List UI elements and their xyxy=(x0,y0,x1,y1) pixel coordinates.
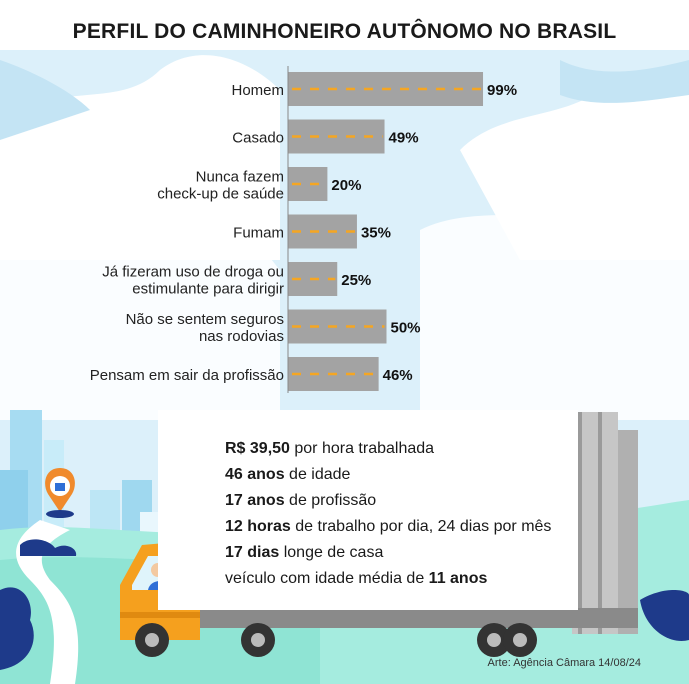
info-highlight: 11 anos xyxy=(428,570,488,587)
value-label: 35% xyxy=(361,225,391,242)
category-label: Pensam em sair da profissão xyxy=(90,367,284,384)
info-highlight: R$ 39,50 xyxy=(225,440,290,457)
category-label: nas rodovias xyxy=(199,328,284,345)
category-label: Fumam xyxy=(233,225,284,242)
clouds xyxy=(0,55,689,420)
credit: Arte: Agência Câmara 14/08/24 xyxy=(487,657,641,669)
info-lines: R$ 39,50 por hora trabalhada 46 anos de i… xyxy=(225,436,551,592)
info-line: veículo com idade média de 11 anos xyxy=(225,570,488,587)
truck-trailer xyxy=(150,412,638,634)
category-label: check-up de saúde xyxy=(157,186,284,203)
info-line: 17 dias longe de casa xyxy=(225,544,384,561)
value-label: 99% xyxy=(487,82,517,99)
category-label: Homem xyxy=(231,82,284,99)
category-label: Nunca fazem xyxy=(196,169,284,186)
value-label: 20% xyxy=(331,177,361,194)
bar-chart: 99% Homem 49% Casado 20% Nunca fazemcheck-up … xyxy=(90,66,517,393)
value-label: 49% xyxy=(389,130,419,147)
value-label: 25% xyxy=(341,272,371,289)
category-label: Já fizeram uso de droga ou xyxy=(102,264,284,281)
value-label: 46% xyxy=(383,367,413,384)
info-line: R$ 39,50 por hora trabalhada xyxy=(225,440,435,457)
info-highlight: 46 anos xyxy=(225,466,285,483)
category-label: Casado xyxy=(232,130,284,147)
info-panel xyxy=(158,410,578,610)
info-line: 17 anos de profissão xyxy=(225,492,377,509)
info-line: 46 anos de idade xyxy=(225,466,351,483)
info-highlight: 17 dias xyxy=(225,544,280,561)
cloud-shadows xyxy=(0,60,689,140)
page-title: PERFIL DO CAMINHONEIRO AUTÔNOMO NO BRASI… xyxy=(72,20,617,43)
category-label: estimulante para dirigir xyxy=(132,281,284,298)
foliage xyxy=(0,539,689,670)
location-pin-icon xyxy=(45,468,75,518)
road xyxy=(16,520,79,684)
info-highlight: 17 anos xyxy=(225,492,285,509)
info-highlight: 12 horas xyxy=(225,518,291,535)
info-line: 12 horas de trabalho por dia, 24 dias po… xyxy=(225,518,552,535)
truck-wheels xyxy=(135,623,537,657)
category-label: Não se sentem seguros xyxy=(126,311,284,328)
value-label: 50% xyxy=(391,320,421,337)
